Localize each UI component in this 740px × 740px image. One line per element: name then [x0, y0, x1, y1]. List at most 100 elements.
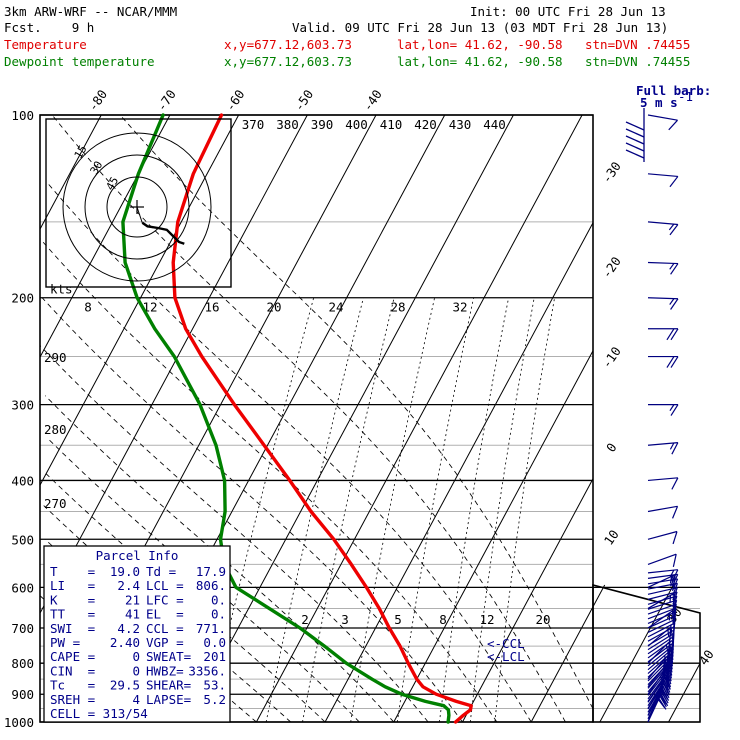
parcel-value-left: 0	[132, 663, 140, 678]
hodograph-trace	[141, 221, 185, 245]
parcel-key-right: LCL =	[146, 578, 184, 593]
mixing-ratio-line	[265, 297, 364, 723]
parcel-key-right: LFC =	[146, 592, 184, 607]
parcel-info-title: Parcel Info	[96, 548, 179, 563]
wind-panel-frame	[592, 583, 701, 723]
annotation-layer: <-CCL<-LCL	[487, 636, 525, 664]
temperature-station: stn=DVN .74455	[585, 37, 691, 52]
mixing-ratio-line	[396, 297, 474, 723]
temperature-latlon: lat,lon= 41.62, -90.58	[397, 37, 563, 52]
wind-barb	[647, 442, 679, 455]
parcel-key-right: SWEAT=	[146, 649, 191, 664]
wind-barb	[647, 261, 679, 275]
theta-top-label: 400	[345, 117, 368, 132]
init-time: Init: 00 UTC Fri 28 Jun 13	[470, 4, 666, 19]
parcel-key-left: SWI =	[50, 621, 95, 636]
theta-top-label: 440	[483, 117, 506, 132]
theta-top-label: 430	[449, 117, 472, 132]
wind-barb	[647, 569, 679, 582]
moist-adiabat	[41, 297, 463, 723]
wind-barb	[647, 553, 677, 567]
isotherm-right-label: 0	[603, 440, 620, 455]
parcel-value-right: 5.2	[203, 692, 226, 707]
isotherm-top-label: -60	[222, 87, 247, 114]
moist-adiabat	[51, 114, 566, 723]
isotherm-top-label: -40	[360, 87, 385, 114]
barb-legend-exponent: -1	[678, 89, 693, 104]
parcel-value-left: 2.4	[117, 578, 140, 593]
mixing-ratio-label-200: 20	[266, 300, 281, 315]
mixing-ratio-line	[494, 297, 555, 723]
hodograph-units-label: kts	[50, 282, 73, 297]
temperature-trace	[171, 113, 473, 724]
isotherm-right-label: 40	[696, 647, 717, 668]
parcel-value-left: 0	[132, 649, 140, 664]
wind-barb	[648, 328, 679, 341]
parcel-key-left: CIN =	[50, 663, 95, 678]
isotherm-top-label: -80	[85, 87, 110, 114]
pressure-tick-label: 400	[11, 473, 34, 488]
parcel-key-right: LAPSE=	[146, 692, 191, 707]
mixing-ratio-label-200: 24	[328, 300, 343, 315]
parcel-key-left: SREH =	[50, 692, 95, 707]
mixing-ratio-label-700: 20	[535, 612, 550, 627]
parcel-key-right: Td =	[146, 564, 176, 579]
parcel-key-right: VGP =	[146, 635, 184, 650]
parcel-key-right: SHEAR=	[146, 678, 191, 693]
isotherm-line	[39, 114, 102, 230]
isotherm-line	[324, 222, 594, 723]
dewpoint-xy: x,y=677.12,603.73	[224, 54, 352, 69]
isotherm-line-ext	[592, 584, 606, 608]
moist-adiabat	[48, 183, 532, 723]
wind-barb	[647, 607, 677, 622]
theta-top-label: 370	[242, 117, 265, 132]
isotherm-top-label: -50	[291, 87, 316, 114]
parcel-value-left: 2.40	[110, 635, 140, 650]
hodograph-ring-label: 45	[103, 175, 121, 193]
parcel-key-left: TT =	[50, 607, 95, 622]
barb-legend-line2: 5 m s	[640, 95, 678, 110]
isotherm-line-ext	[668, 663, 701, 723]
pressure-tick-label: 700	[11, 621, 34, 636]
isotherm-line	[187, 114, 514, 723]
wind-barb	[647, 173, 679, 188]
temperature-legend-label: Temperature	[4, 37, 87, 52]
pressure-tick-label: 300	[11, 398, 34, 413]
hodograph-ring	[106, 176, 168, 238]
theta-left-label: 290	[44, 350, 67, 365]
isotherm-top-label: -70	[154, 87, 179, 114]
mixing-ratio-label-700: 2	[301, 612, 309, 627]
parcel-key-left: Tc =	[50, 678, 95, 693]
isotherm-right-label: -30	[599, 159, 624, 186]
theta-top-label: 380	[276, 117, 299, 132]
isotherm-right-label: 10	[601, 527, 622, 548]
wind-barb	[647, 221, 679, 236]
model-title: 3km ARW-WRF -- NCAR/MMM	[4, 4, 178, 19]
mixing-ratio-line	[302, 297, 395, 723]
dewpoint-latlon: lat,lon= 41.62, -90.58	[397, 54, 563, 69]
wind-barb	[647, 649, 674, 671]
wind-barb	[647, 297, 679, 310]
pressure-tick-label: 500	[11, 532, 34, 547]
theta-top-label: 410	[380, 117, 403, 132]
temperature-xy: x,y=677.12,603.73	[224, 37, 352, 52]
pressure-tick-label: 600	[11, 580, 34, 595]
mixing-ratio-line	[439, 297, 509, 723]
parcel-key-left: K =	[50, 592, 95, 607]
parcel-info-box	[43, 545, 231, 723]
wind-barb	[647, 114, 678, 131]
valid-time: Valid. 09 UTC Fri 28 Jun 13 (03 MDT Fri …	[292, 20, 669, 35]
wind-barb	[647, 573, 679, 587]
pressure-tick-label: 200	[11, 291, 34, 306]
wind-barb	[647, 591, 678, 605]
hodograph-storm-vector	[136, 206, 143, 223]
wind-barb	[648, 404, 679, 416]
parcel-value-right: 201	[203, 649, 226, 664]
parcel-key-left: T =	[50, 564, 95, 579]
ccl-annotation: <-CCL	[487, 636, 525, 651]
mixing-ratio-label-200: 8	[84, 300, 92, 315]
barb-legend-layer: Full barb:5 m s -1	[625, 83, 711, 162]
